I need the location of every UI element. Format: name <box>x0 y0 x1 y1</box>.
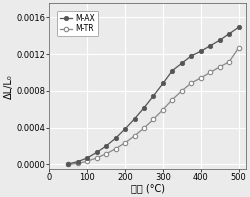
M-TR <box>67 163 70 165</box>
M-AX <box>105 145 108 147</box>
Line: M-TR: M-TR <box>66 46 241 167</box>
M-TR <box>199 77 202 79</box>
M-TR <box>124 142 126 144</box>
M-TR <box>114 148 117 150</box>
M-AX <box>209 45 212 47</box>
M-AX <box>86 157 89 159</box>
M-TR <box>142 127 146 129</box>
M-AX <box>199 50 202 52</box>
M-AX <box>190 55 193 57</box>
M-AX <box>142 107 146 109</box>
Legend: M-AX, M-TR: M-AX, M-TR <box>57 11 98 36</box>
M-TR <box>133 135 136 137</box>
M-AX <box>180 62 183 64</box>
M-AX <box>152 95 155 97</box>
M-AX <box>228 33 230 35</box>
M-AX <box>114 137 117 139</box>
M-AX <box>133 118 136 120</box>
M-AX <box>124 128 126 130</box>
M-TR <box>86 160 89 162</box>
M-TR <box>180 90 183 92</box>
M-TR <box>190 82 193 84</box>
M-TR <box>76 162 79 165</box>
M-TR <box>95 157 98 159</box>
M-AX <box>76 160 79 163</box>
X-axis label: 温度 (°C): 温度 (°C) <box>131 184 165 193</box>
M-TR <box>218 66 221 68</box>
M-AX <box>218 39 221 41</box>
M-AX <box>171 69 174 72</box>
M-TR <box>237 47 240 49</box>
Line: M-AX: M-AX <box>66 25 241 166</box>
M-AX <box>95 151 98 154</box>
M-AX <box>237 26 240 29</box>
M-TR <box>152 118 155 121</box>
M-AX <box>67 163 70 165</box>
Y-axis label: ΔL/L₀: ΔL/L₀ <box>4 74 14 98</box>
M-TR <box>209 71 212 74</box>
M-AX <box>162 82 164 85</box>
M-TR <box>171 98 174 101</box>
M-TR <box>162 109 164 111</box>
M-TR <box>105 153 108 155</box>
M-TR <box>228 61 230 63</box>
